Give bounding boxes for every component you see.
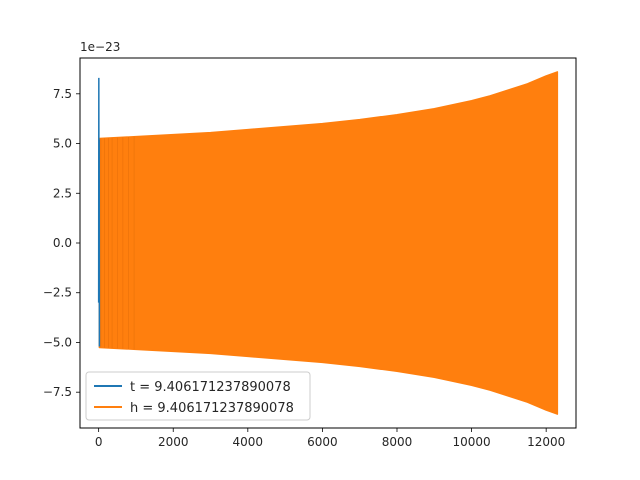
x-tick-label: 12000	[527, 435, 565, 449]
x-tick-label: 8000	[382, 435, 413, 449]
y-tick-label: 5.0	[53, 137, 72, 151]
y-tick-label: −7.5	[43, 385, 72, 399]
x-tick-label: 2000	[158, 435, 189, 449]
y-tick-label: 0.0	[53, 236, 72, 250]
x-axis: 0 2000 4000 6000 8000 10000 12000	[95, 428, 565, 449]
y-offset-label: 1e−23	[80, 40, 120, 54]
x-tick-label: 10000	[452, 435, 490, 449]
series-h-oscillation	[98, 71, 559, 415]
y-tick-label: −2.5	[43, 286, 72, 300]
y-tick-label: 2.5	[53, 186, 72, 200]
x-tick-label: 4000	[233, 435, 264, 449]
legend-box	[85, 371, 311, 421]
series-t-line	[97, 77, 101, 347]
y-axis: −7.5 −5.0 −2.5 0.0 2.5 5.0 7.5	[43, 87, 80, 399]
legend-label: h = 9.406171237890078	[130, 401, 294, 416]
legend: t = 9.406171237890078 h = 9.4061712378900…	[85, 371, 311, 421]
plot-area	[97, 71, 559, 415]
legend-label: t = 9.406171237890078	[130, 380, 291, 395]
x-tick-label: 6000	[307, 435, 338, 449]
y-tick-label: 7.5	[53, 87, 72, 101]
y-tick-label: −5.0	[43, 335, 72, 349]
x-tick-label: 0	[95, 435, 103, 449]
